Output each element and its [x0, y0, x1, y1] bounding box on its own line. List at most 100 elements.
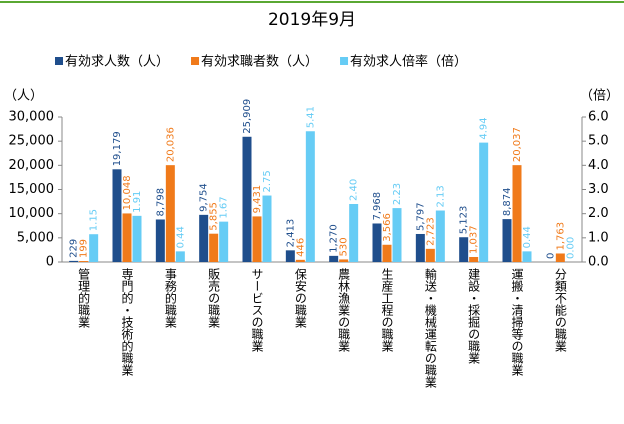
- bar: [69, 260, 79, 262]
- y2-axis-label: （倍）: [580, 89, 619, 104]
- y-tick-label: 20,000: [9, 158, 55, 173]
- bar: [372, 223, 382, 262]
- y2-tick-label: 0.0: [588, 255, 609, 270]
- bar: [112, 169, 122, 262]
- bar: [349, 204, 359, 262]
- bar: [435, 210, 445, 262]
- value-label: 5.41: [305, 106, 316, 128]
- bar: [382, 244, 392, 262]
- value-label: 10,048: [122, 175, 133, 210]
- bar: [329, 255, 339, 262]
- bar: [459, 237, 469, 262]
- y2-tick-label: 4.0: [588, 158, 609, 173]
- value-label: 199: [79, 239, 90, 258]
- bar: [242, 136, 252, 262]
- bar: [295, 259, 305, 262]
- bar: [132, 215, 142, 262]
- bar: [175, 251, 185, 262]
- value-label: 4.94: [479, 117, 490, 139]
- legend-swatch: [191, 57, 200, 65]
- legend-swatch: [340, 57, 349, 65]
- x-tick-label: 生産工程の職業: [380, 268, 394, 352]
- bar: [425, 248, 435, 262]
- bar: [219, 221, 229, 262]
- y2-tick-label: 5.0: [588, 134, 609, 149]
- value-label: 5,855: [209, 202, 220, 231]
- bar: [122, 213, 132, 262]
- value-label: 0.44: [175, 226, 186, 248]
- x-tick-label: 運搬・清掃等の職業: [510, 268, 524, 376]
- value-label: 0.00: [565, 237, 576, 259]
- bar: [79, 261, 89, 262]
- value-label: 8,798: [155, 188, 166, 217]
- y-axis-label: （人）: [4, 89, 43, 104]
- value-label: 2.40: [349, 179, 360, 201]
- value-label: 5,123: [459, 206, 470, 235]
- bar: [555, 253, 565, 262]
- bar: [479, 142, 489, 262]
- x-tick-label: 事務的職業: [163, 268, 177, 328]
- value-label: 0: [545, 253, 556, 259]
- bar: [392, 208, 402, 262]
- bar: [252, 216, 262, 262]
- bar: [89, 234, 99, 262]
- bar: [415, 233, 425, 262]
- x-tick-label: 建設・採掘の職業: [467, 268, 481, 364]
- value-label: 9,431: [252, 185, 263, 214]
- y2-tick-label: 6.0: [588, 110, 609, 125]
- value-label: 5,797: [415, 202, 426, 231]
- y-tick-label: 25,000: [9, 134, 55, 149]
- value-label: 20,036: [165, 127, 176, 162]
- value-label: 1,270: [329, 224, 340, 253]
- value-label: 2.23: [392, 183, 403, 205]
- value-label: 19,179: [112, 131, 123, 166]
- bar: [285, 250, 295, 262]
- x-tick-label: 管理的職業: [77, 267, 91, 328]
- y2-tick-label: 2.0: [588, 206, 609, 221]
- x-tick-label: 保安の職業: [293, 268, 307, 328]
- y2-tick-label: 3.0: [588, 182, 609, 197]
- bar: [469, 256, 479, 262]
- x-tick-label: 輸送・機械運転の職業: [423, 267, 437, 388]
- value-label: 2,723: [425, 217, 436, 246]
- legend-label: 有効求人倍率（倍）: [350, 54, 467, 70]
- y-tick-label: 30,000: [9, 110, 55, 125]
- bar: [199, 214, 209, 262]
- value-label: 3,566: [382, 213, 393, 242]
- x-tick-label: 専門的・技術的職業: [120, 268, 134, 376]
- value-label: 1.15: [89, 209, 100, 231]
- bar: [165, 165, 175, 262]
- value-label: 446: [295, 238, 306, 257]
- bar: [512, 165, 522, 262]
- x-tick-label: 農林漁業の職業: [337, 268, 351, 352]
- y2-tick-label: 1.0: [588, 230, 609, 245]
- x-tick-label: 分類不能の職業: [553, 268, 567, 352]
- value-label: 1,763: [555, 222, 566, 251]
- chart-title: 2019年9月: [268, 10, 356, 30]
- y-tick-label: 10,000: [9, 206, 55, 221]
- bar: [209, 233, 219, 262]
- bar: [155, 219, 165, 262]
- bar: [339, 259, 349, 262]
- value-label: 1.67: [219, 196, 230, 218]
- bar: [522, 251, 532, 262]
- bar: [262, 195, 272, 262]
- value-label: 530: [339, 237, 350, 256]
- value-label: 7,968: [372, 192, 383, 221]
- legend-label: 有効求人数（人）: [65, 55, 169, 70]
- value-label: 20,037: [512, 127, 523, 162]
- value-label: 25,909: [242, 99, 253, 134]
- value-label: 229: [69, 239, 80, 258]
- value-label: 2.75: [262, 170, 273, 192]
- x-tick-label: サービスの職業: [250, 268, 264, 352]
- y-tick-label: 0: [46, 255, 54, 270]
- value-label: 2.13: [435, 185, 446, 207]
- value-label: 8,874: [502, 187, 513, 216]
- y-tick-label: 5,000: [17, 230, 54, 245]
- bar: [502, 219, 512, 262]
- value-label: 0.44: [522, 226, 533, 248]
- y-tick-label: 15,000: [9, 182, 55, 197]
- x-tick-label: 販売の職業: [207, 268, 221, 328]
- legend-label: 有効求職者数（人）: [201, 55, 318, 70]
